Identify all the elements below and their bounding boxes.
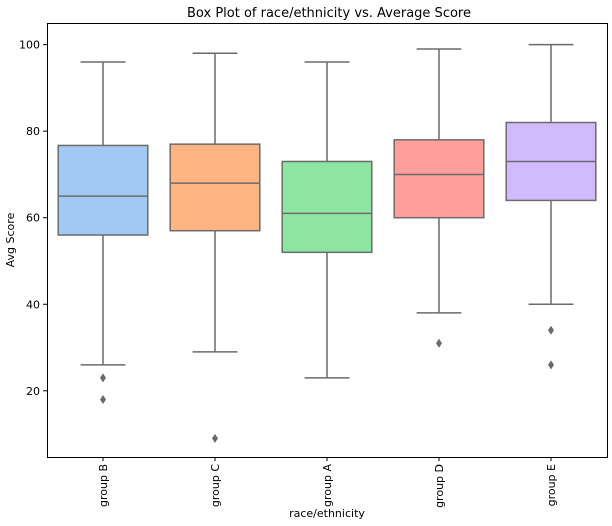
y-tick-label: 80 xyxy=(26,125,40,138)
x-axis-label: race/ethnicity xyxy=(289,507,365,520)
x-tick-label: group B xyxy=(97,464,110,507)
y-axis-label: Avg Score xyxy=(4,212,17,267)
box-group-d xyxy=(393,48,485,348)
y-tick-label: 40 xyxy=(26,298,40,311)
x-tick-label: group A xyxy=(321,464,334,507)
y-axis: 20 40 60 80 100 xyxy=(19,39,47,398)
x-tick-label: group C xyxy=(209,464,222,507)
x-tick-label: group E xyxy=(545,464,558,506)
box-group-e xyxy=(505,43,597,370)
outlier-point xyxy=(212,433,218,443)
box-body xyxy=(169,143,261,232)
chart-title: Box Plot of race/ethnicity vs. Average S… xyxy=(187,6,471,21)
plot-area xyxy=(57,43,597,443)
box-group-b xyxy=(57,61,149,404)
outlier-point xyxy=(100,394,106,404)
box-body xyxy=(393,139,485,219)
box-group-c xyxy=(169,52,261,443)
x-tick-label: group D xyxy=(433,464,446,508)
box-group-a xyxy=(281,61,373,379)
outlier-point xyxy=(100,373,106,383)
y-tick-label: 60 xyxy=(26,212,40,225)
y-tick-label: 20 xyxy=(26,385,40,398)
box-body xyxy=(57,144,149,236)
box-body xyxy=(281,160,373,254)
outlier-point xyxy=(548,325,554,335)
y-tick-label: 100 xyxy=(19,39,40,52)
x-axis: group B group C group A group D group E xyxy=(97,457,558,508)
outlier-point xyxy=(436,338,442,348)
outlier-point xyxy=(548,360,554,370)
